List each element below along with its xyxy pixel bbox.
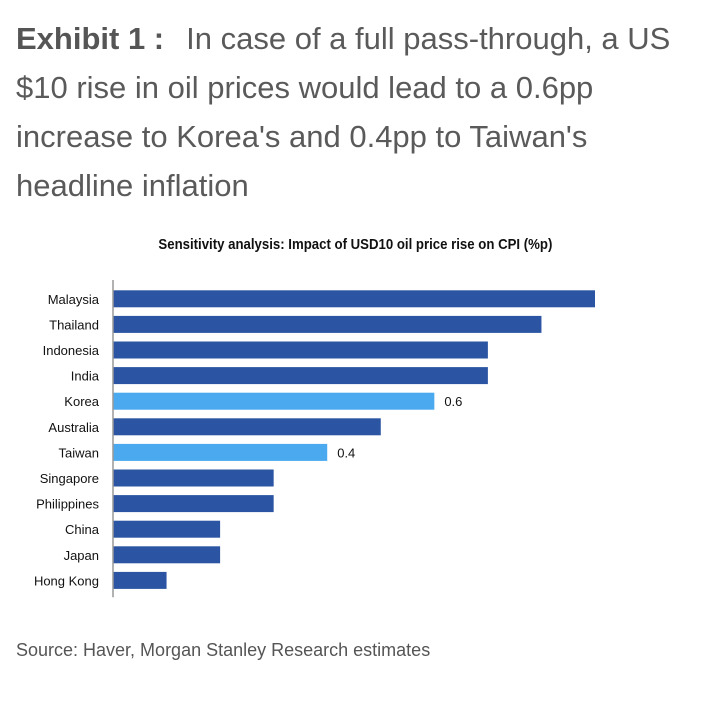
bar-thailand [113,315,542,333]
category-label-australia: Australia [48,420,99,435]
chart-title: Sensitivity analysis: Impact of USD10 oi… [158,236,553,253]
category-label-thailand: Thailand [49,317,99,332]
bar-singapore [113,469,274,487]
bar-india [113,367,488,385]
exhibit-headline-text: In case of a full pass-through, a US $10… [16,21,671,203]
category-label-japan: Japan [64,548,99,563]
bar-japan [113,546,221,564]
category-label-china: China [65,522,100,537]
bar-malaysia [113,290,595,308]
bar-chart: Malaysia Thailand Indonesia India Korea 0.6 Au… [34,280,595,598]
bar-indonesia [113,341,488,359]
exhibit-headline: Exhibit 1 : In case of a full pass-throug… [16,14,686,210]
bar-hong-kong [113,571,167,589]
category-label-singapore: Singapore [40,471,99,486]
data-label-korea: 0.6 [444,394,462,409]
data-label-taiwan: 0.4 [337,445,355,460]
bar-china [113,520,221,538]
category-label-taiwan: Taiwan [59,445,99,460]
category-label-india: India [71,369,100,384]
bar-korea [113,392,435,410]
bar-taiwan [113,443,328,461]
exhibit-label: Exhibit 1 : [16,21,165,56]
category-label-indonesia: Indonesia [43,343,100,358]
category-label-korea: Korea [64,394,99,409]
category-label-philippines: Philippines [36,497,99,512]
category-label-hong-kong: Hong Kong [34,573,99,588]
bar-australia [113,418,381,436]
category-label-malaysia: Malaysia [48,292,100,307]
bar-philippines [113,495,274,513]
source-note: Source: Haver, Morgan Stanley Research e… [16,640,431,660]
